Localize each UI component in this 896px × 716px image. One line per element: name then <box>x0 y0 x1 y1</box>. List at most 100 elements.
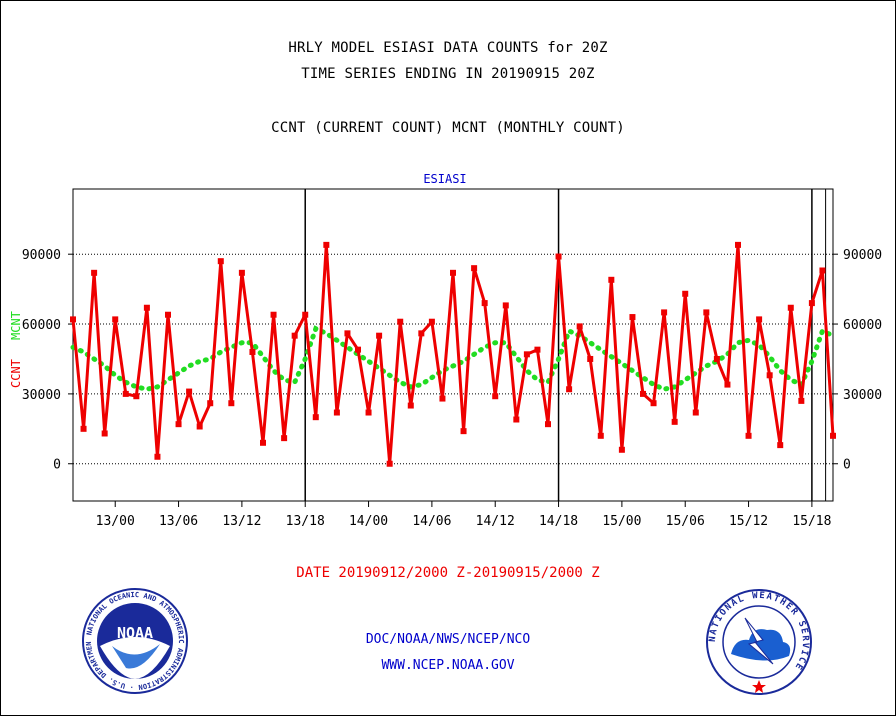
ccnt-series-line <box>71 243 835 466</box>
ccnt-point <box>545 421 551 428</box>
ccnt-point <box>418 330 425 337</box>
ccnt-point <box>787 304 794 311</box>
ccnt-point <box>386 460 393 467</box>
ccnt-point <box>608 276 615 283</box>
ccnt-point <box>830 432 836 439</box>
ccnt-point <box>270 311 277 318</box>
ccnt-point <box>101 430 108 437</box>
y-tick-label-left: 90000 <box>22 248 61 263</box>
ccnt-point <box>724 381 731 388</box>
y-tick-label-right: 90000 <box>843 248 882 263</box>
ccnt-point <box>428 318 435 325</box>
ccnt-point <box>798 397 805 404</box>
org-path-text: DOC/NOAA/NWS/NCEP/NCO <box>365 632 531 647</box>
ccnt-point <box>249 348 256 355</box>
ccnt-point <box>154 453 161 460</box>
ccnt-point <box>228 400 235 407</box>
ylabel-mcnt: MCNT <box>9 311 23 340</box>
ccnt-point <box>682 290 689 297</box>
ccnt-point <box>819 267 826 274</box>
x-tick-label: 14/06 <box>412 514 451 529</box>
ccnt-point <box>671 418 678 425</box>
ccnt-point <box>534 346 541 353</box>
ccnt-point <box>703 309 710 316</box>
ccnt-point <box>566 386 573 393</box>
ccnt-point <box>302 311 309 318</box>
ccnt-point <box>376 332 383 339</box>
ccnt-point <box>523 351 530 358</box>
ccnt-point <box>133 393 140 400</box>
x-tick-label: 13/06 <box>159 514 198 529</box>
ccnt-point <box>344 330 351 337</box>
ccnt-point <box>481 300 488 307</box>
y-tick-label-right: 30000 <box>843 388 882 403</box>
nws-logo: NATIONAL WEATHER SERVICE <box>706 589 812 695</box>
ccnt-point <box>777 442 784 449</box>
chart-title-line1: HRLY MODEL ESIASI DATA COUNTS for 20Z <box>288 40 608 56</box>
ccnt-point <box>766 372 773 379</box>
x-tick-label: 13/18 <box>286 514 325 529</box>
noaa-logo: NOAA NATIONAL OCEANIC AND ATMOSPHERIC AD… <box>82 588 188 694</box>
noaa-center-text: NOAA <box>117 624 153 642</box>
ccnt-point <box>196 423 203 430</box>
ccnt-point <box>597 432 604 439</box>
x-tick-label: 14/18 <box>539 514 578 529</box>
x-tick-label: 15/06 <box>666 514 705 529</box>
ccnt-point <box>640 390 646 397</box>
ccnt-point <box>143 304 150 311</box>
x-tick-label: 15/00 <box>602 514 641 529</box>
ccnt-point <box>502 302 509 309</box>
y-tick-label-left: 30000 <box>22 388 61 403</box>
ccnt-point <box>365 409 372 416</box>
ccnt-point <box>629 314 636 321</box>
ccnt-point <box>260 439 266 446</box>
x-tick-label: 15/18 <box>792 514 831 529</box>
ccnt-point <box>355 346 361 353</box>
mcnt-series-line <box>70 325 836 392</box>
series-layer <box>70 241 836 467</box>
ccnt-point <box>238 269 245 276</box>
ccnt-point <box>91 269 98 276</box>
ccnt-point <box>112 316 119 323</box>
ccnt-point <box>618 446 625 453</box>
ccnt-point <box>450 269 456 276</box>
ccnt-point <box>713 355 720 362</box>
ccnt-point <box>735 241 741 248</box>
ccnt-point <box>165 311 171 318</box>
website-url-text[interactable]: WWW.NCEP.NOAA.GOV <box>381 658 515 673</box>
ccnt-point <box>661 309 668 316</box>
ccnt-point <box>492 393 499 400</box>
ccnt-point <box>397 318 404 325</box>
series-legend-line: CCNT (CURRENT COUNT) MCNT (MONTHLY COUNT… <box>271 120 625 136</box>
ccnt-point <box>439 395 446 402</box>
x-tick-label: 13/12 <box>222 514 261 529</box>
y-tick-label-right: 0 <box>843 458 851 473</box>
ccnt-point <box>808 300 815 307</box>
ccnt-point <box>407 402 414 409</box>
x-tick-label: 14/00 <box>349 514 388 529</box>
y-tick-label-left: 60000 <box>22 318 61 333</box>
label-layer: 0 0 30000 30000 60000 60000 90000 90000 13/00 13/… <box>9 172 882 529</box>
plot-title: ESIASI <box>423 172 466 186</box>
ccnt-point <box>650 400 657 407</box>
ccnt-point <box>460 428 467 435</box>
date-range-label: DATE 20190912/2000 Z-20190915/2000 Z <box>296 565 600 581</box>
ccnt-point <box>323 241 330 248</box>
ccnt-point <box>692 409 699 416</box>
ccnt-point <box>186 388 193 395</box>
y-tick-label-right: 60000 <box>843 318 882 333</box>
x-tick-label: 13/00 <box>96 514 135 529</box>
ccnt-point <box>312 414 319 421</box>
ccnt-point <box>217 258 224 265</box>
ccnt-point <box>513 416 520 423</box>
ccnt-point <box>471 265 478 272</box>
ccnt-point <box>122 390 129 397</box>
x-tick-label: 15/12 <box>729 514 768 529</box>
x-tick-label: 14/12 <box>476 514 515 529</box>
y-tick-label-left: 0 <box>53 458 61 473</box>
ccnt-point <box>576 323 583 330</box>
ccnt-point <box>70 316 76 323</box>
ccnt-point <box>756 316 763 323</box>
ccnt-point <box>207 400 214 407</box>
